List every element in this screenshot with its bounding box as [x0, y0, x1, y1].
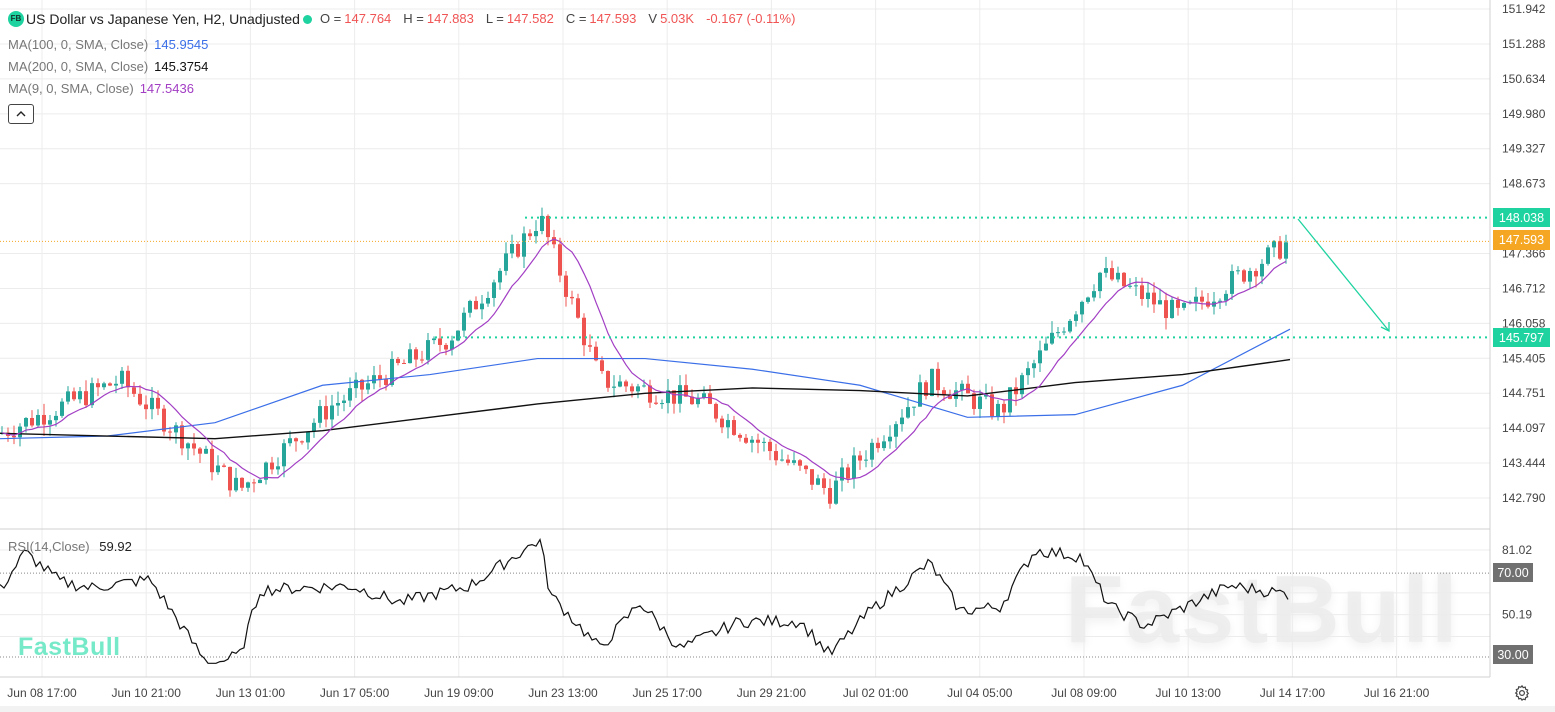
y-axis-tick: 144.751 [1502, 386, 1546, 400]
x-axis-tick: Jul 14 17:00 [1260, 686, 1326, 700]
chart-legend: FB US Dollar vs Japanese Yen, H2, Unadju… [8, 8, 807, 124]
ma200-label: MA(200, 0, SMA, Close) [8, 59, 149, 74]
support-price-tag: 145.797 [1493, 328, 1550, 347]
ohlc-value: 5.03K [660, 11, 695, 26]
x-axis-tick: Jun 13 01:00 [216, 686, 286, 700]
ohlc-key: C = [565, 11, 587, 26]
y-axis-tick: 147.366 [1502, 247, 1546, 261]
y-axis-tick: 151.942 [1502, 2, 1546, 16]
x-axis-tick: Jun 10 21:00 [111, 686, 181, 700]
ma100-label: MA(100, 0, SMA, Close) [8, 37, 149, 52]
indicator-ma100[interactable]: MA(100, 0, SMA, Close) 145.9545 [8, 34, 807, 56]
x-axis-tick: Jun 25 17:00 [632, 686, 702, 700]
ohlc-key: O = [319, 11, 342, 26]
y-axis-tick: 146.712 [1502, 281, 1546, 295]
ohlc-values: O = 147.764 H = 147.883 L = 147.582 C = 147.593… [320, 8, 706, 30]
ohlc-value: 147.593 [589, 11, 637, 26]
ohlc-key: V [648, 11, 658, 26]
y-axis-tick: 151.288 [1502, 37, 1546, 51]
y-axis-tick: 146.058 [1502, 316, 1546, 330]
candlesticks [0, 207, 1288, 509]
y-axis-tick: 144.097 [1502, 421, 1546, 435]
ma100-value: 145.9545 [154, 37, 209, 52]
ohlc-key: L = [485, 11, 504, 26]
x-axis-tick: Jun 08 17:00 [7, 686, 77, 700]
rsi-70-tag: 70.00 [1493, 563, 1533, 582]
indicator-ma200[interactable]: MA(200, 0, SMA, Close) 145.3754 [8, 56, 807, 78]
x-axis-tick: Jun 23 13:00 [528, 686, 598, 700]
x-axis-tick: Jul 02 01:00 [843, 686, 909, 700]
collapse-legend-button[interactable] [8, 104, 34, 124]
y-axis-tick: 145.405 [1502, 351, 1546, 365]
y-axis-tick: 148.673 [1502, 177, 1546, 191]
ma9-value: 147.5436 [139, 81, 194, 96]
chevron-up-icon [16, 111, 26, 117]
rsi-line [0, 538, 1490, 664]
rsi-30-tag: 30.00 [1493, 645, 1533, 664]
y-axis-tick: 149.980 [1502, 107, 1546, 121]
ohlc-value: 147.883 [426, 11, 474, 26]
rsi-axis-tick: 50.19 [1502, 608, 1532, 622]
rsi-label: RSI(14,Close) [8, 539, 90, 554]
y-axis-tick: 143.444 [1502, 456, 1546, 470]
y-axis-tick: 149.327 [1502, 142, 1546, 156]
current-price-tag: 147.593 [1493, 230, 1550, 250]
fb-logo-icon: FB [8, 11, 24, 27]
watermark-logo: FastBull [18, 633, 121, 661]
x-axis-tick: Jul 16 21:00 [1364, 686, 1430, 700]
ohlc-key: H = [403, 11, 424, 26]
ohlc-value: 147.764 [344, 11, 392, 26]
resistance-price-tag: 148.038 [1493, 208, 1550, 227]
ma9-label: MA(9, 0, SMA, Close) [8, 81, 134, 96]
rsi-value: 59.92 [99, 539, 132, 554]
x-axis-tick: Jun 29 21:00 [737, 686, 807, 700]
y-axis-tick: 150.634 [1502, 72, 1546, 86]
y-axis-tick: 142.790 [1502, 491, 1546, 505]
ohlc-value: 147.582 [506, 11, 554, 26]
indicator-ma9[interactable]: MA(9, 0, SMA, Close) 147.5436 [8, 78, 807, 100]
live-status-icon [302, 14, 312, 24]
x-axis-tick: Jun 19 09:00 [424, 686, 494, 700]
moving-averages [0, 238, 1291, 481]
x-axis-tick: Jul 10 13:00 [1156, 686, 1222, 700]
x-axis-tick: Jul 04 05:00 [947, 686, 1013, 700]
level-lines [0, 216, 1490, 339]
x-axis-tick: Jul 08 09:00 [1051, 686, 1117, 700]
ma200-value: 145.3754 [154, 59, 209, 74]
rsi-legend[interactable]: RSI(14,Close) 59.92 [8, 539, 132, 554]
symbol-header: FB US Dollar vs Japanese Yen, H2, Unadju… [8, 8, 807, 30]
x-axis-tick: Jun 17 05:00 [320, 686, 390, 700]
settings-gear-icon[interactable] [1513, 684, 1531, 702]
price-change: -0.167 (-0.11%) [706, 11, 796, 26]
rsi-axis-tick: 81.02 [1502, 543, 1532, 557]
grid-lines [0, 0, 1491, 678]
symbol-title: US Dollar vs Japanese Yen, H2, Unadjuste… [26, 11, 300, 27]
